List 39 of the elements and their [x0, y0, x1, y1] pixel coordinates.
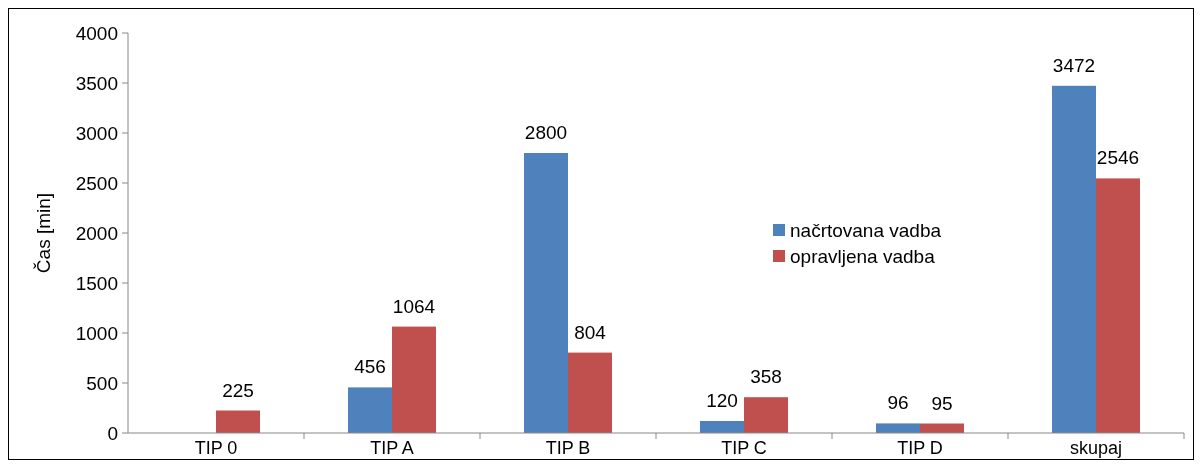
- y-tick-label: 1000: [75, 322, 118, 344]
- data-label: 2800: [524, 122, 568, 143]
- bar: [1052, 85, 1096, 433]
- y-tick-label: 4000: [75, 22, 118, 44]
- data-label: 456: [354, 356, 386, 378]
- legend-label: načrtovana vadba: [790, 219, 942, 241]
- data-label: 120: [706, 390, 738, 411]
- y-tick-label: 2000: [75, 222, 118, 244]
- bar: [700, 421, 744, 433]
- y-tick-label: 2500: [75, 172, 118, 194]
- y-tick-label: 3500: [75, 72, 118, 94]
- legend-label: opravljena vadba: [790, 245, 936, 267]
- x-tick-label: TIP D: [897, 438, 943, 458]
- x-tick-label: TIP A: [370, 438, 414, 458]
- bar: [348, 387, 392, 433]
- x-tick-label: TIP 0: [194, 438, 238, 458]
- data-label: 96: [887, 392, 909, 414]
- y-tick-label: 500: [86, 372, 118, 394]
- y-axis-title: Čas [min]: [33, 192, 54, 274]
- data-label: 358: [750, 366, 782, 388]
- bar: [524, 153, 568, 433]
- data-label: 804: [574, 321, 607, 343]
- y-tick-label: 0: [107, 422, 118, 444]
- bar: [568, 352, 612, 433]
- x-tick-label: TIP C: [721, 438, 767, 458]
- bar: [1096, 178, 1140, 433]
- bar: [876, 423, 920, 433]
- y-tick-label: 3000: [75, 122, 118, 144]
- x-tick-label: skupaj: [1069, 438, 1123, 458]
- y-tick-label: 1500: [75, 272, 118, 294]
- bar: [392, 326, 436, 433]
- data-label: 95: [931, 392, 953, 414]
- data-label: 3472: [1052, 54, 1096, 76]
- data-label: 225: [222, 379, 254, 401]
- x-tick-label: TIP B: [545, 438, 591, 458]
- data-label: 2546: [1096, 147, 1140, 169]
- bar: [216, 410, 260, 433]
- bar: [744, 397, 788, 433]
- data-label: 1064: [392, 295, 436, 317]
